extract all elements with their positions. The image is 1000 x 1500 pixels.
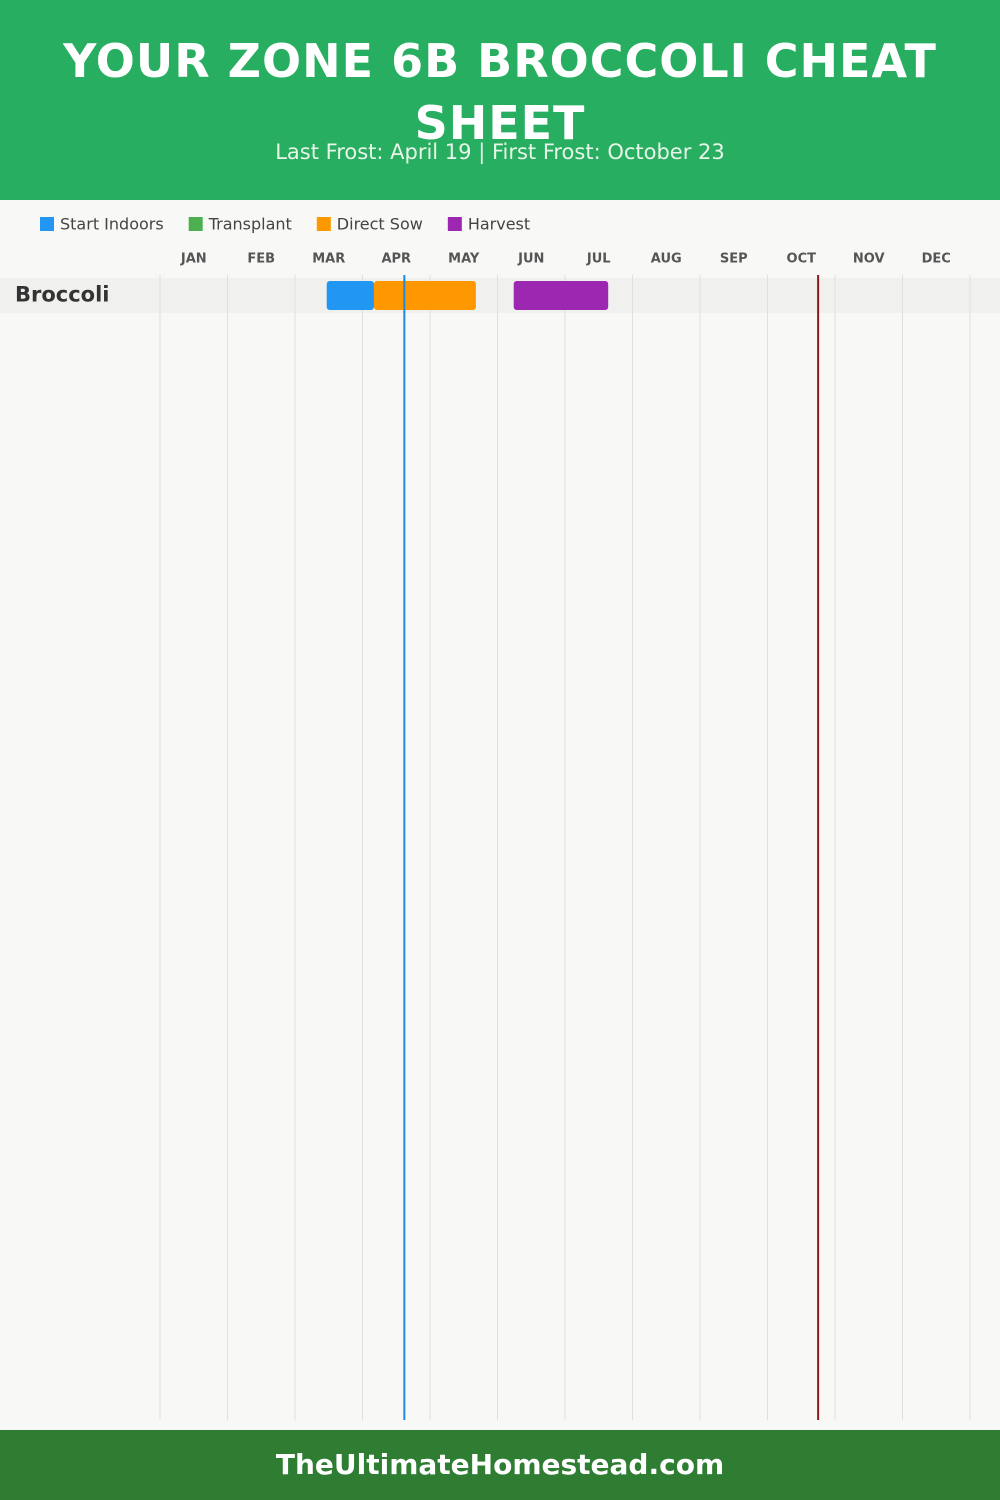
month-label: AUG bbox=[651, 252, 682, 267]
bar bbox=[373, 281, 476, 310]
month-label: SEP bbox=[720, 252, 748, 267]
legend-swatch bbox=[188, 217, 203, 231]
row-band bbox=[0, 278, 1000, 313]
title: YOUR ZONE 6B BROCCOLI CHEAT SHEET bbox=[63, 34, 937, 150]
legend-label: Start Indoors bbox=[60, 215, 164, 234]
month-label: DEC bbox=[922, 252, 951, 267]
month-label: MAY bbox=[448, 252, 480, 267]
legend-label: Transplant bbox=[208, 215, 292, 234]
footer: TheUltimateHomestead.com bbox=[0, 1430, 1000, 1500]
month-label: JAN bbox=[180, 252, 207, 267]
legend-swatch bbox=[40, 217, 54, 231]
legend-swatch bbox=[316, 217, 331, 231]
month-label: MAR bbox=[312, 252, 345, 267]
month-label: FEB bbox=[247, 252, 275, 267]
month-label: NOV bbox=[853, 252, 885, 267]
month-label: JUN bbox=[517, 252, 544, 267]
chart: Start Indoors Transplant Direct Sow Harvest… bbox=[0, 215, 1000, 1420]
legend-label: Harvest bbox=[468, 215, 530, 234]
month-label: JUL bbox=[586, 252, 611, 267]
bar bbox=[326, 281, 374, 310]
header: YOUR ZONE 6B BROCCOLI CHEAT SHEET Last F… bbox=[0, 0, 1000, 200]
subtitle: Last Frost: April 19 | First Frost: Octo… bbox=[275, 140, 725, 164]
legend-swatch bbox=[447, 217, 462, 231]
bar bbox=[513, 281, 609, 310]
month-label: OCT bbox=[787, 252, 817, 267]
month-label: APR bbox=[381, 252, 411, 267]
legend-label: Direct Sow bbox=[337, 215, 423, 234]
row-label: Broccoli bbox=[15, 283, 110, 307]
